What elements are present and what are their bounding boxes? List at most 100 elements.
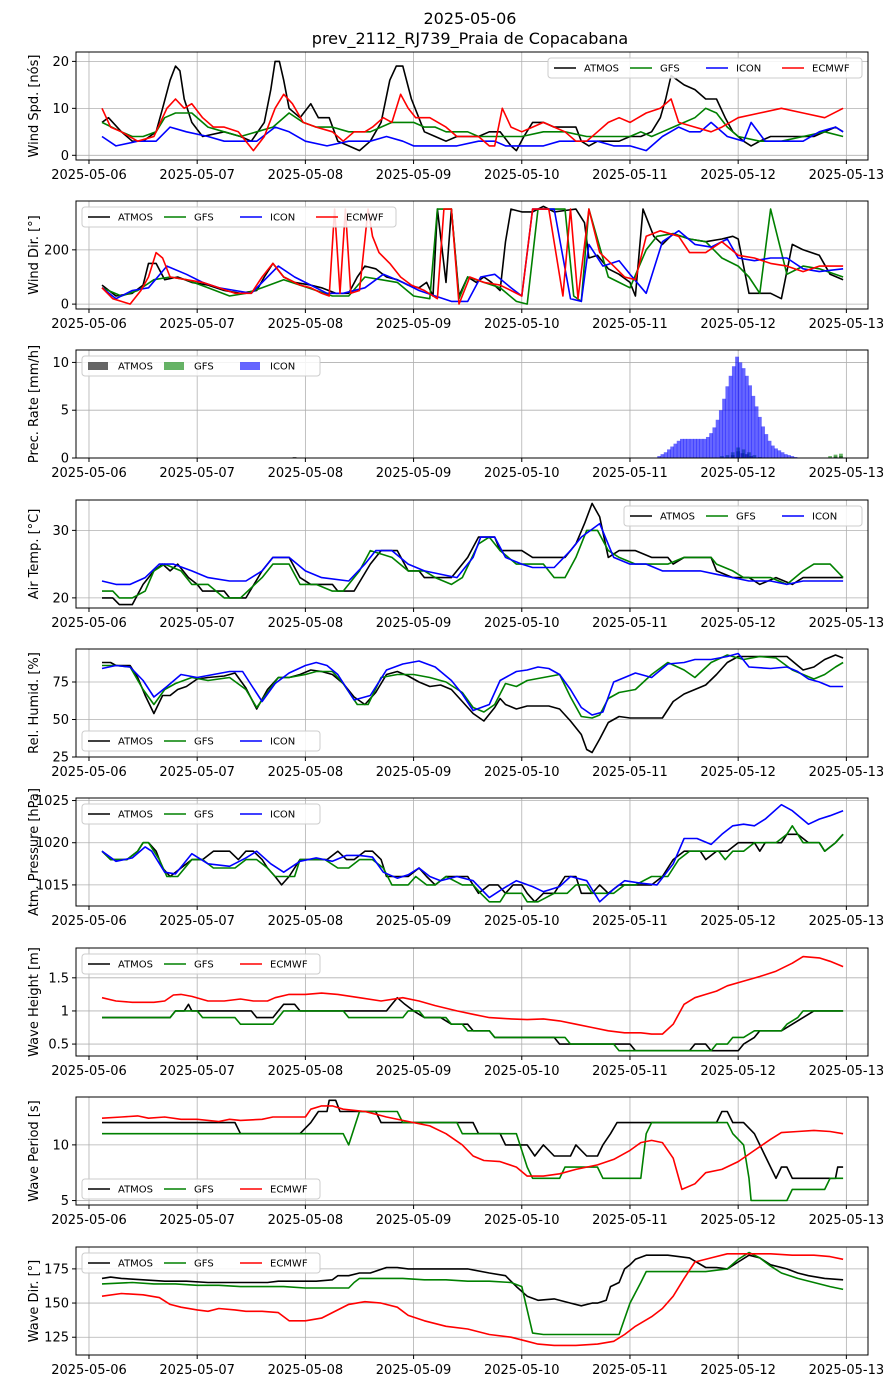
x-tick-label: 2025-05-08 (268, 317, 344, 332)
bar (702, 438, 707, 458)
axes-frame (75, 947, 869, 1057)
y-tick-label: 25 (52, 751, 69, 766)
legend-label: ATMOS (118, 1259, 153, 1270)
x-tick-label: 2025-05-12 (700, 616, 776, 631)
series-atmos-line (102, 654, 844, 754)
legend-swatch (240, 362, 260, 370)
legend-label: ICON (270, 737, 295, 748)
bar (787, 455, 791, 458)
series-atmos-line (102, 1099, 844, 1180)
x-tick-label: 2025-05-06 (51, 317, 127, 332)
x-tick-label: 2025-05-07 (159, 616, 235, 631)
bar (761, 426, 765, 458)
x-tick-label: 2025-05-08 (268, 616, 344, 631)
x-tick-label: 2025-05-09 (376, 168, 452, 183)
x-tick-label: 2025-05-07 (159, 168, 235, 183)
bar (673, 443, 678, 458)
y-tick-label: 10 (52, 102, 69, 117)
x-tick-label: 2025-05-07 (159, 1064, 235, 1079)
legend-box (81, 730, 321, 752)
y-tick-label: 0 (61, 149, 69, 164)
series-gfs-line (101, 825, 844, 903)
x-tick-label: 2025-05-08 (268, 1064, 344, 1079)
bar (777, 450, 782, 458)
x-tick-label: 2025-05-07 (159, 466, 235, 481)
x-tick-label: 2025-05-10 (484, 765, 560, 780)
plot-area (101, 1099, 844, 1202)
x-tick-label: 2025-05-11 (592, 765, 668, 780)
bar (828, 456, 833, 458)
legend: ATMOS GFS ICON ECMWF (547, 57, 863, 79)
bar (748, 385, 752, 458)
y-tick-label: 1015 (36, 878, 69, 893)
x-tick-label: 2025-05-13 (809, 1363, 885, 1378)
bar (705, 436, 710, 458)
x-tick-label: 2025-05-09 (376, 616, 452, 631)
panel-3: 2025-05-06 2025-05-07 2025-05-08 2025-05-09… (27, 345, 884, 481)
bar (712, 427, 717, 458)
axes-frame (75, 1096, 869, 1206)
legend: ATMOS GFS ICON (623, 505, 863, 527)
bar (751, 395, 756, 458)
legend-label: ECMWF (270, 1185, 308, 1196)
y-axis-label: Atm. Pressure [hPa] (27, 788, 42, 916)
plot-area (292, 356, 843, 458)
x-tick-label: 2025-05-13 (809, 616, 885, 631)
bar (790, 456, 795, 458)
x-tick-label: 2025-05-12 (700, 1213, 776, 1228)
legend-label: ATMOS (118, 1185, 153, 1196)
x-tick-label: 2025-05-09 (376, 1064, 452, 1079)
x-tick-label: 2025-05-08 (268, 914, 344, 929)
y-tick-label: 1.5 (48, 971, 69, 986)
series-icon-line (101, 208, 844, 303)
legend-label: GFS (660, 64, 680, 75)
legend-label: ATMOS (118, 737, 153, 748)
series-ecmwf-line (101, 93, 844, 152)
bar (718, 410, 723, 458)
x-tick-label: 2025-05-09 (376, 1213, 452, 1228)
bar (767, 440, 772, 458)
y-tick-label: 0 (61, 452, 69, 467)
panel-7: 2025-05-06 2025-05-07 2025-05-08 2025-05-09… (27, 947, 884, 1079)
legend-label: ECMWF (812, 64, 850, 75)
x-tick-label: 2025-05-06 (51, 616, 127, 631)
x-tick-label: 2025-05-08 (268, 1213, 344, 1228)
legend-label: GFS (194, 960, 214, 971)
axes-frame (75, 200, 869, 310)
x-tick-label: 2025-05-06 (51, 168, 127, 183)
legend-label: ATMOS (118, 362, 153, 373)
y-tick-label: 150 (44, 1297, 69, 1312)
series-atmos-line (102, 502, 844, 606)
legend-label: ATMOS (118, 810, 153, 821)
y-tick-label: 200 (44, 243, 69, 258)
y-tick-label: 125 (44, 1331, 69, 1346)
legend-label: ECMWF (270, 1259, 308, 1270)
y-axis-label: Prec. Rate [mm/h] (27, 345, 42, 463)
x-tick-label: 2025-05-06 (51, 1363, 127, 1378)
y-axis-label: Rel. Humid. [%] (27, 652, 42, 754)
bar (754, 406, 759, 458)
axes-frame (75, 1246, 869, 1356)
x-tick-label: 2025-05-11 (592, 466, 668, 481)
legend-label: ICON (736, 64, 761, 75)
x-tick-label: 2025-05-07 (159, 317, 235, 332)
y-tick-label: 20 (52, 591, 69, 606)
axes-frame (75, 499, 869, 609)
bar (839, 453, 843, 458)
figure-title-date: 2025-05-06 (424, 9, 517, 28)
legend-box (81, 1252, 321, 1274)
legend-label: ATMOS (660, 512, 695, 523)
x-tick-label: 2025-05-06 (51, 466, 127, 481)
series-icon-line (101, 652, 844, 716)
bar (686, 438, 691, 458)
legend-label: ATMOS (584, 64, 619, 75)
bar (738, 362, 743, 458)
series-icon-line (101, 522, 844, 586)
axes-frame (75, 648, 869, 758)
x-tick-label: 2025-05-13 (809, 1213, 885, 1228)
legend-label: ATMOS (118, 960, 153, 971)
y-tick-label: 1020 (36, 836, 69, 851)
bar (667, 449, 671, 458)
bar (725, 386, 730, 458)
x-tick-label: 2025-05-10 (484, 914, 560, 929)
